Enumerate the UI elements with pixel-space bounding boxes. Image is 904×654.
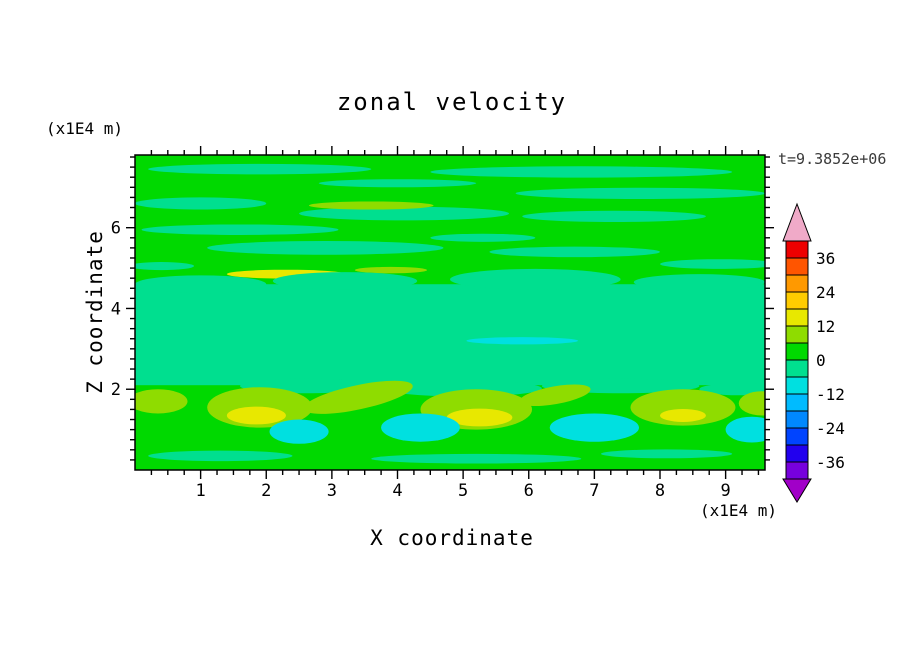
colorbar-labels: 36 24 12 0 -12 -24 -36 <box>816 249 845 472</box>
colorbar-below-arrow <box>782 478 812 503</box>
svg-text:2: 2 <box>111 380 121 400</box>
svg-text:12: 12 <box>816 317 835 336</box>
svg-text:-12: -12 <box>816 385 845 404</box>
page-title: zonal velocity <box>336 88 568 116</box>
plot-frame <box>134 154 766 471</box>
colorbar <box>782 202 812 503</box>
svg-text:1: 1 <box>196 481 206 501</box>
svg-text:3: 3 <box>327 481 337 501</box>
colorbar-above-arrow <box>782 202 812 242</box>
svg-text:8: 8 <box>655 481 665 501</box>
time-annotation: t=9.3852e+06 <box>778 150 887 168</box>
svg-text:4: 4 <box>111 299 121 319</box>
svg-text:6: 6 <box>524 481 534 501</box>
x-axis-unit-label: (x1E4 m) <box>699 501 777 520</box>
svg-text:36: 36 <box>816 249 835 268</box>
x-axis-label: X coordinate <box>370 526 534 550</box>
svg-text:5: 5 <box>458 481 468 501</box>
contour-field <box>135 155 765 470</box>
svg-text:7: 7 <box>589 481 599 501</box>
svg-text:-36: -36 <box>816 453 845 472</box>
svg-text:4: 4 <box>392 481 402 501</box>
svg-text:-24: -24 <box>816 419 845 438</box>
svg-text:0: 0 <box>816 351 826 370</box>
svg-text:24: 24 <box>816 283 835 302</box>
svg-text:2: 2 <box>261 481 271 501</box>
svg-text:6: 6 <box>111 219 121 239</box>
z-axis-unit-label: (x1E4 m) <box>46 119 124 138</box>
axis-ticks <box>126 146 774 479</box>
tick-labels: 1 2 3 4 5 6 7 8 9 2 4 6 <box>111 219 731 501</box>
svg-text:9: 9 <box>721 481 731 501</box>
